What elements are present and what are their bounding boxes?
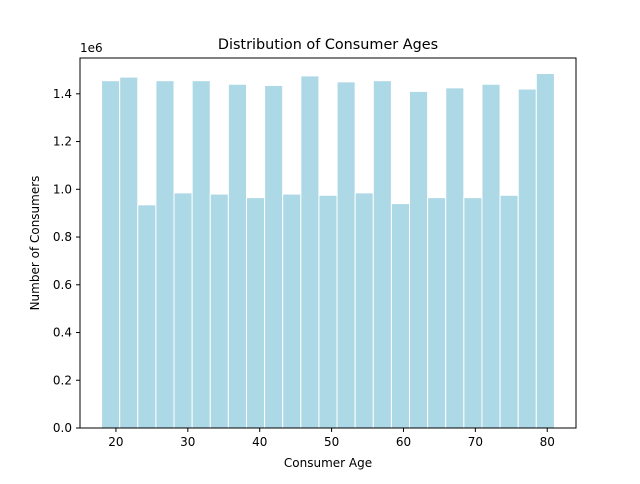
x-tick-label: 30	[180, 435, 195, 449]
histogram-bar	[227, 83, 247, 429]
y-tick-label: 1.2	[53, 135, 72, 149]
x-tick-label: 20	[108, 435, 123, 449]
histogram-bar	[336, 81, 356, 429]
histogram-bar	[245, 197, 266, 429]
histogram-bar	[445, 87, 465, 429]
x-tick-label: 50	[324, 435, 339, 449]
histogram-bar	[191, 80, 211, 429]
y-tick-label: 1.4	[53, 87, 72, 101]
y-axis-ticks: 0.0 0.2 0.4 0.6 0.8 1.0 1.2 1.4	[53, 87, 80, 435]
axes-frame	[79, 57, 577, 429]
histogram-bar	[101, 80, 121, 429]
x-tick-label: 40	[252, 435, 267, 449]
y-tick-label: 0.4	[53, 326, 72, 340]
y-tick-label: 0.8	[53, 230, 72, 244]
histogram-bar	[119, 76, 139, 429]
histogram-bar	[354, 192, 374, 429]
histogram-bar	[282, 193, 302, 429]
y-tick-label: 0.0	[53, 421, 72, 435]
histogram-bar	[463, 197, 483, 429]
histogram-bar	[300, 75, 320, 429]
histogram-bar	[155, 80, 175, 429]
histogram-bar	[137, 204, 157, 429]
histogram-bar	[517, 88, 537, 429]
x-axis-label: Consumer Age	[284, 456, 372, 470]
histogram-bar	[409, 90, 429, 429]
chart-title: Distribution of Consumer Ages	[218, 37, 438, 53]
histogram-bar	[318, 194, 338, 429]
x-tick-label: 70	[468, 435, 483, 449]
bars-group	[101, 73, 555, 429]
histogram-bar	[390, 203, 411, 429]
histogram-bar	[535, 73, 555, 429]
x-axis-ticks: 20 30 40 50 60 70 80	[108, 428, 555, 449]
y-tick-label: 0.6	[53, 278, 72, 292]
x-tick-label: 80	[540, 435, 555, 449]
y-tick-label: 0.2	[53, 373, 72, 387]
x-tick-label: 60	[396, 435, 411, 449]
histogram-bar	[264, 84, 284, 429]
y-axis-offset-label: 1e6	[80, 41, 103, 55]
histogram-bar	[209, 193, 229, 429]
histogram-bar	[481, 83, 501, 429]
y-tick-label: 1.0	[53, 182, 72, 196]
y-axis-label: Number of Consumers	[28, 176, 42, 311]
histogram-bar	[173, 192, 193, 429]
histogram-bar	[372, 80, 392, 429]
histogram-bar	[427, 197, 447, 429]
histogram-bar	[499, 194, 519, 429]
